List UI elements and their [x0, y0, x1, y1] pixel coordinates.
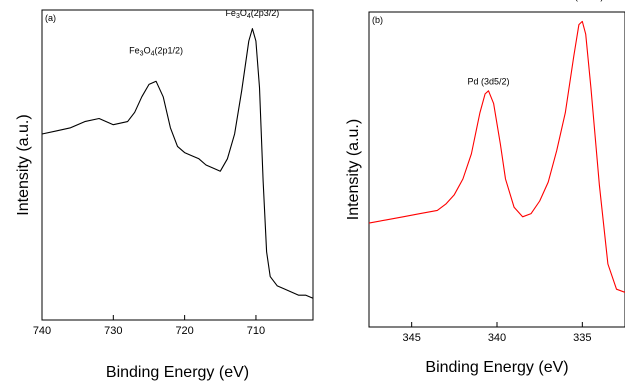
x-tick-label: 710 — [247, 325, 265, 337]
spectrum-line — [41, 28, 314, 299]
annotation-mid: O — [144, 45, 151, 55]
x-tick-label: 740 — [33, 325, 51, 337]
annotation-suffix: (2p3/2) — [251, 8, 280, 18]
panel-label: (b) — [372, 15, 383, 25]
y-axis-label: Intensity (a.u.) — [345, 119, 362, 220]
plot-frame — [368, 11, 625, 328]
peak-annotation: Fe3O4(2p3/2) — [225, 8, 279, 20]
x-axis-label: Binding Energy (eV) — [425, 359, 568, 376]
annotation-suffix: (2p1/2) — [155, 45, 184, 55]
annotation-sub1: 3 — [140, 50, 144, 57]
chart-panel-a: (a) 740 730 720 710 Binding Energy (eV) Intens… — [15, 8, 314, 381]
annotation-main: Fe — [225, 8, 236, 18]
spectrum-line — [368, 20, 625, 293]
x-axis-label: Binding Energy (eV) — [106, 364, 249, 381]
chart-panel-b: (b) 345 340 335 Binding Energy (eV) Intensity… — [345, 0, 625, 376]
panel-label: (a) — [45, 13, 56, 23]
x-tick-label: 340 — [488, 332, 506, 344]
annotation-mid: O — [240, 8, 247, 18]
annotation-sub1: 3 — [236, 13, 240, 20]
peak-annotation: Pd (3d5/2) — [561, 0, 603, 1]
plot-frame — [41, 9, 314, 321]
peak-annotation: Pd (3d5/2) — [467, 76, 509, 86]
x-tick-label: 730 — [104, 325, 122, 337]
x-tick-label: 335 — [573, 332, 591, 344]
peak-annotation: Fe3O4(2p1/2) — [129, 45, 183, 57]
y-axis-label: Intensity (a.u.) — [15, 114, 32, 215]
annotation-main: Fe — [129, 45, 140, 55]
annotation-sub2: 4 — [151, 50, 155, 57]
annotation-sub2: 4 — [247, 13, 251, 20]
x-tick-label: 720 — [175, 325, 193, 337]
x-tick-label: 345 — [402, 332, 420, 344]
